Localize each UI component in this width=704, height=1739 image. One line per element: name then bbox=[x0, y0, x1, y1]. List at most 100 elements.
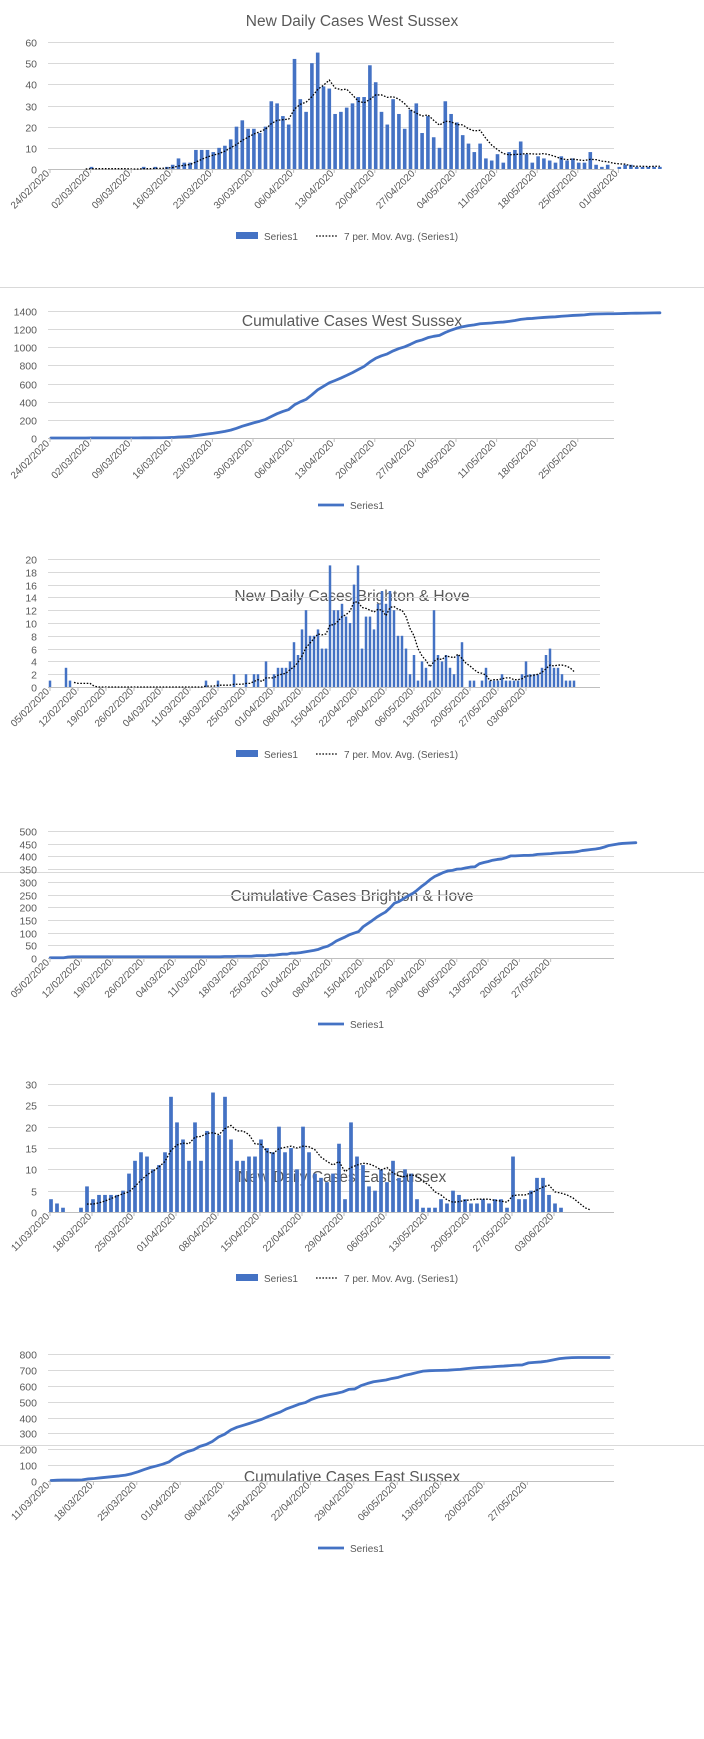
bar bbox=[629, 164, 633, 169]
x-axis-labels: 24/02/202002/03/202009/03/202016/03/2020… bbox=[9, 168, 621, 211]
bar bbox=[89, 166, 94, 169]
bar bbox=[253, 1156, 257, 1212]
bar bbox=[472, 680, 476, 687]
y-tick-label: 10 bbox=[25, 1165, 37, 1177]
moving-average-line bbox=[73, 601, 575, 688]
bar bbox=[634, 166, 639, 169]
y-tick-label: 250 bbox=[19, 891, 37, 903]
bar bbox=[505, 1207, 509, 1212]
bar bbox=[457, 1194, 461, 1212]
bar bbox=[348, 623, 352, 687]
x-tick-label: 11/05/2020 bbox=[456, 168, 499, 211]
x-tick-label: 01/04/2020 bbox=[139, 1480, 182, 1523]
x-tick-label: 16/03/2020 bbox=[131, 438, 174, 481]
bar bbox=[468, 680, 472, 687]
bar bbox=[336, 610, 340, 687]
bar bbox=[460, 135, 465, 169]
bar bbox=[433, 1207, 437, 1212]
x-tick-label: 20/04/2020 bbox=[334, 168, 377, 211]
bar bbox=[600, 166, 604, 169]
bar bbox=[523, 1199, 527, 1212]
y-tick-label: 0 bbox=[31, 683, 37, 695]
x-tick-label: 01/04/2020 bbox=[135, 1211, 178, 1254]
x-axis-labels: 05/02/202012/02/202019/02/202026/02/2020… bbox=[9, 957, 553, 1000]
chart-title: New Daily Cases East Sussex bbox=[238, 1169, 447, 1186]
bar bbox=[263, 126, 268, 169]
bar bbox=[469, 1203, 473, 1212]
y-tick-label: 200 bbox=[19, 1445, 37, 1457]
bar bbox=[436, 655, 440, 687]
bar bbox=[487, 1203, 491, 1212]
bar bbox=[397, 113, 401, 169]
bar bbox=[504, 680, 508, 687]
y-tick-label: 0 bbox=[31, 1208, 37, 1220]
bar bbox=[380, 591, 384, 687]
y-tick-label: 0 bbox=[31, 954, 37, 966]
bar bbox=[252, 128, 256, 169]
bar bbox=[269, 101, 274, 169]
x-tick-label: 06/04/2020 bbox=[253, 168, 296, 211]
bar bbox=[332, 610, 336, 687]
bar bbox=[556, 667, 560, 687]
bar bbox=[327, 88, 332, 169]
y-axis-labels: 0 200 400 600 800 1000 1200 1400 bbox=[14, 307, 38, 446]
cumulative-line bbox=[49, 311, 662, 440]
bar bbox=[121, 1190, 125, 1212]
x-tick-label: 27/05/2020 bbox=[471, 1211, 514, 1254]
bar bbox=[493, 1199, 497, 1212]
y-tick-label: 50 bbox=[25, 59, 37, 71]
bar bbox=[640, 166, 645, 169]
bar bbox=[541, 1177, 545, 1212]
bar bbox=[234, 126, 239, 169]
x-tick-label: 18/03/2020 bbox=[51, 1211, 94, 1254]
bar bbox=[48, 680, 52, 687]
bar bbox=[141, 166, 146, 169]
legend: Series1 bbox=[318, 501, 384, 512]
bar bbox=[385, 1182, 389, 1212]
bar bbox=[484, 667, 488, 687]
bar bbox=[344, 107, 349, 169]
bar bbox=[176, 158, 181, 169]
bar bbox=[182, 162, 187, 169]
bar bbox=[403, 1169, 407, 1212]
bar bbox=[400, 635, 404, 687]
bar bbox=[529, 1190, 533, 1212]
y-tick-label: 800 bbox=[19, 361, 37, 373]
bar bbox=[452, 674, 456, 687]
bar bbox=[397, 1177, 401, 1212]
bar bbox=[109, 1194, 113, 1212]
x-tick-label: 15/04/2020 bbox=[226, 1480, 269, 1523]
bar bbox=[199, 1160, 203, 1212]
x-tick-label: 25/05/2020 bbox=[537, 168, 580, 211]
legend-label: Series1 bbox=[264, 232, 298, 243]
bar bbox=[181, 1139, 185, 1212]
bar bbox=[409, 1173, 413, 1212]
bar bbox=[658, 166, 662, 169]
bar bbox=[524, 154, 529, 169]
y-tick-label: 25 bbox=[25, 1101, 37, 1113]
bar bbox=[421, 1207, 425, 1212]
grid bbox=[48, 831, 614, 959]
legend-label: 7 per. Mov. Avg. (Series1) bbox=[344, 1274, 458, 1285]
chart-title: Cumulative Cases East Sussex bbox=[244, 1469, 460, 1486]
x-tick-label: 23/03/2020 bbox=[171, 168, 214, 211]
bar bbox=[451, 1190, 455, 1212]
bar bbox=[296, 655, 300, 687]
cumulative-line bbox=[49, 1356, 611, 1482]
y-tick-label: 50 bbox=[25, 941, 37, 953]
panel-separators bbox=[0, 287, 704, 1446]
grid bbox=[48, 559, 600, 688]
bar bbox=[223, 1096, 227, 1212]
legend-bar-swatch bbox=[236, 232, 258, 239]
y-tick-label: 20 bbox=[25, 1123, 37, 1135]
bar bbox=[229, 1139, 233, 1212]
bar bbox=[528, 674, 532, 687]
bar bbox=[153, 166, 158, 169]
y-tick-label: 0 bbox=[31, 165, 37, 177]
bar bbox=[404, 648, 408, 687]
bar bbox=[420, 661, 424, 687]
bar bbox=[284, 667, 288, 687]
y-tick-label: 40 bbox=[25, 80, 37, 92]
bar bbox=[376, 603, 380, 687]
